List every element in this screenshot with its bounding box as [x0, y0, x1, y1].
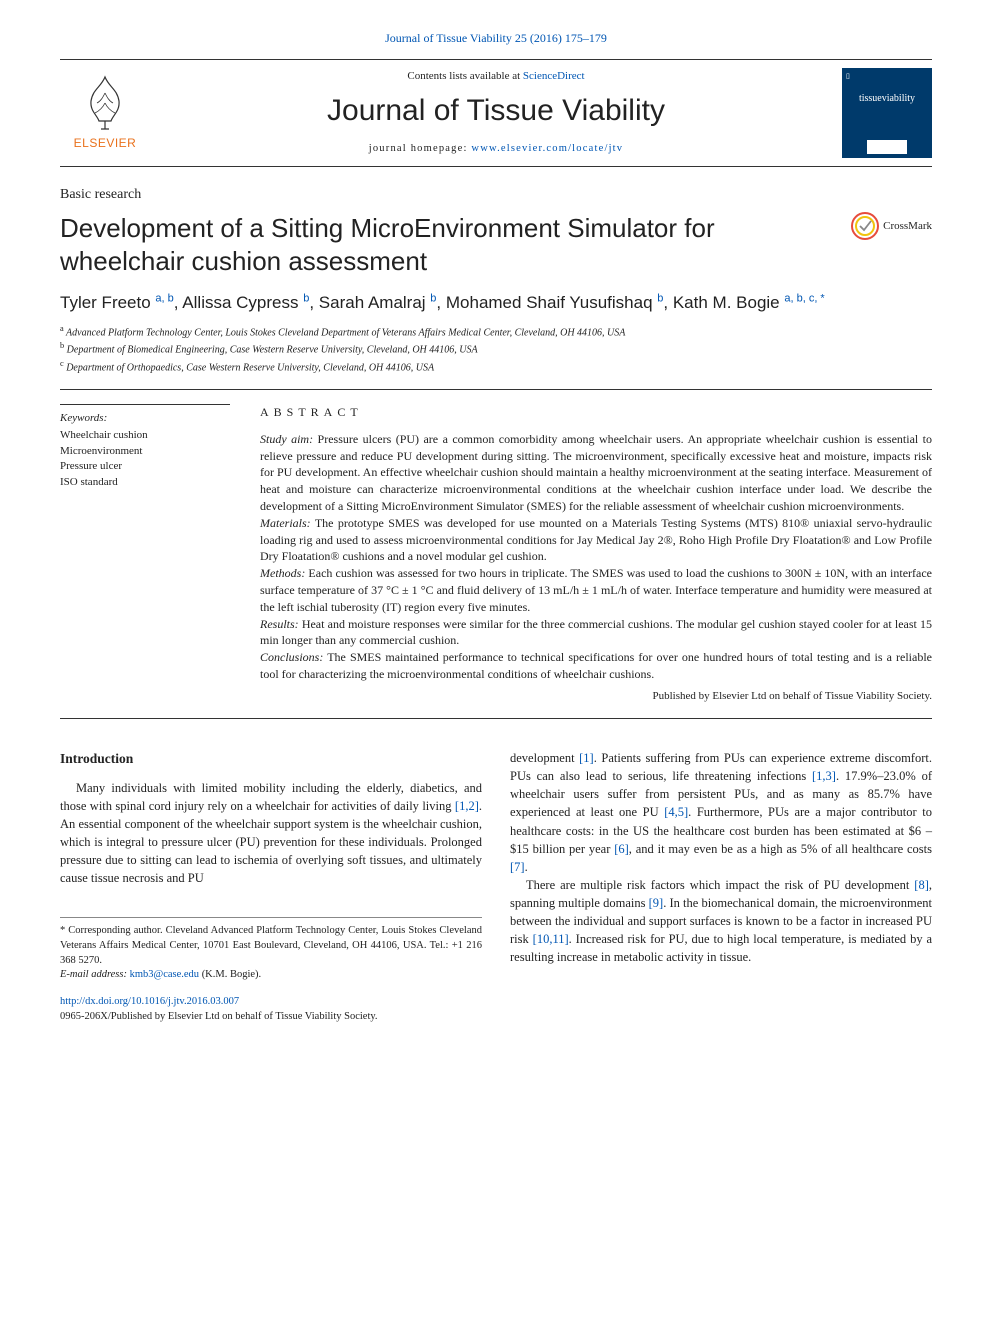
author-list: Tyler Freeto a, b, Allissa Cypress b, Sa… [60, 291, 932, 315]
homepage-link[interactable]: www.elsevier.com/locate/jtv [471, 143, 623, 154]
affiliation: b Department of Biomedical Engineering, … [60, 340, 932, 357]
journal-name: Journal of Tissue Viability [150, 90, 842, 132]
body-text: development [510, 751, 579, 765]
elsevier-tree-icon [79, 73, 131, 131]
sciencedirect-link[interactable]: ScienceDirect [523, 70, 585, 82]
citation-link[interactable]: Journal of Tissue Viability 25 (2016) 17… [385, 31, 607, 45]
body-columns: Introduction Many individuals with limit… [60, 749, 932, 983]
citation-link[interactable]: [6] [614, 842, 629, 856]
author: Tyler Freeto a, b, [60, 293, 182, 312]
elsevier-wordmark: ELSEVIER [74, 135, 137, 152]
body-text: There are multiple risk factors which im… [526, 878, 914, 892]
citation-link[interactable]: [8] [914, 878, 929, 892]
abstract-heading: ABSTRACT [260, 404, 932, 421]
crossmark-label: CrossMark [883, 219, 932, 234]
cover-title: tissueviability [859, 92, 915, 106]
crossmark-badge[interactable]: CrossMark [851, 212, 932, 240]
email-suffix: (K.M. Bogie). [199, 969, 261, 980]
footnote-label: * Corresponding author. [60, 925, 166, 936]
running-head: Journal of Tissue Viability 25 (2016) 17… [60, 30, 932, 47]
abstract-section: Conclusions: The SMES maintained perform… [260, 649, 932, 683]
body-column-left: Introduction Many individuals with limit… [60, 749, 482, 983]
keyword: Wheelchair cushion [60, 428, 230, 443]
cover-footer-box [867, 140, 907, 154]
divider [60, 718, 932, 719]
journal-masthead: ELSEVIER Contents lists available at Sci… [60, 59, 932, 167]
keyword: Pressure ulcer [60, 459, 230, 474]
email-link[interactable]: kmb3@case.edu [130, 969, 199, 980]
abstract-section: Results: Heat and moisture responses wer… [260, 616, 932, 650]
article-type: Basic research [60, 185, 932, 205]
abstract-column: ABSTRACT Study aim: Pressure ulcers (PU)… [260, 404, 932, 704]
issn-line: 0965-206X/Published by Elsevier Ltd on b… [60, 1011, 378, 1022]
abstract-section: Materials: The prototype SMES was develo… [260, 515, 932, 565]
corresponding-author-footnote: * Corresponding author. Cleveland Advanc… [60, 917, 482, 983]
keywords-column: Keywords: Wheelchair cushionMicroenviron… [60, 404, 230, 704]
keyword: ISO standard [60, 475, 230, 490]
author: Allissa Cypress b, [182, 293, 319, 312]
introduction-heading: Introduction [60, 749, 482, 769]
masthead-center: Contents lists available at ScienceDirec… [150, 69, 842, 157]
body-column-right: development [1]. Patients suffering from… [510, 749, 932, 983]
article-title: Development of a Sitting MicroEnvironmen… [60, 212, 831, 277]
divider [60, 389, 932, 390]
citation-link[interactable]: [1,2] [455, 799, 479, 813]
body-text: , and it may even be as a high as 5% of … [629, 842, 932, 856]
affiliation-list: a Advanced Platform Technology Center, L… [60, 323, 932, 375]
contents-prefix: Contents lists available at [407, 70, 522, 82]
crossmark-icon [851, 212, 879, 240]
abstract-copyright: Published by Elsevier Ltd on behalf of T… [260, 689, 932, 704]
abstract-section: Study aim: Pressure ulcers (PU) are a co… [260, 431, 932, 515]
body-paragraph: There are multiple risk factors which im… [510, 876, 932, 967]
citation-link[interactable]: [1,3] [812, 769, 836, 783]
journal-cover-thumb[interactable]: ▯ tissueviability [842, 68, 932, 158]
journal-homepage: journal homepage: www.elsevier.com/locat… [150, 142, 842, 157]
keyword: Microenvironment [60, 444, 230, 459]
keywords-heading: Keywords: [60, 411, 230, 426]
author: Mohamed Shaif Yusufishaq b, [446, 293, 673, 312]
body-text: . Increased risk for PU, due to high loc… [510, 932, 932, 964]
citation-link[interactable]: [1] [579, 751, 594, 765]
abstract-keywords-block: Keywords: Wheelchair cushionMicroenviron… [60, 404, 932, 704]
contents-line: Contents lists available at ScienceDirec… [150, 69, 842, 84]
citation-link[interactable]: [10,11] [533, 932, 569, 946]
affiliation: c Department of Orthopaedics, Case Weste… [60, 358, 932, 375]
abstract-section: Methods: Each cushion was assessed for t… [260, 565, 932, 615]
email-label: E-mail address: [60, 969, 130, 980]
affiliation: a Advanced Platform Technology Center, L… [60, 323, 932, 340]
doi-link[interactable]: http://dx.doi.org/10.1016/j.jtv.2016.03.… [60, 996, 239, 1007]
author: Kath M. Bogie a, b, c, * [673, 293, 825, 312]
publisher-logo[interactable]: ELSEVIER [60, 68, 150, 158]
body-text: Many individuals with limited mobility i… [60, 781, 482, 813]
body-paragraph: Many individuals with limited mobility i… [60, 779, 482, 888]
body-text: . [525, 860, 528, 874]
homepage-prefix: journal homepage: [369, 143, 472, 154]
body-paragraph: development [1]. Patients suffering from… [510, 749, 932, 876]
doi-block: http://dx.doi.org/10.1016/j.jtv.2016.03.… [60, 995, 932, 1024]
citation-link[interactable]: [7] [510, 860, 525, 874]
author: Sarah Amalraj b, [319, 293, 446, 312]
citation-link[interactable]: [4,5] [664, 805, 688, 819]
cover-flag-icon: ▯ [846, 72, 850, 82]
citation-link[interactable]: [9] [649, 896, 664, 910]
